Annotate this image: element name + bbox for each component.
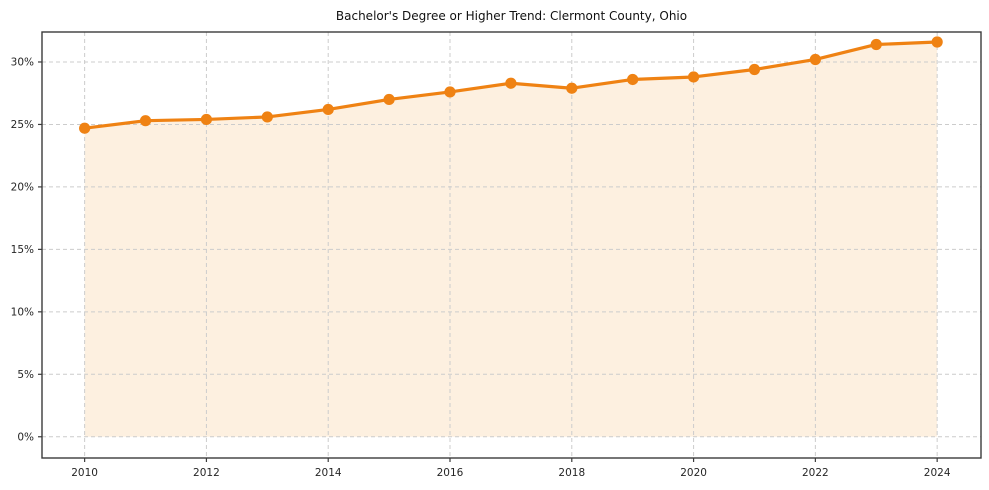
x-tick-label: 2012 <box>193 467 220 479</box>
data-point-marker <box>627 73 639 86</box>
x-tick-label: 2020 <box>680 467 707 479</box>
data-point-marker <box>931 36 943 48</box>
data-point-marker <box>566 82 578 94</box>
data-point-marker <box>200 113 213 126</box>
data-point-marker <box>687 71 700 83</box>
y-tick-label: 20% <box>11 181 34 193</box>
x-tick-label: 2018 <box>558 467 585 479</box>
data-point-marker <box>322 103 334 116</box>
data-point-marker <box>870 38 882 51</box>
chart-title: Bachelor's Degree or Higher Trend: Clerm… <box>335 9 688 23</box>
y-tick-label: 0% <box>17 431 34 443</box>
x-tick-label: 2010 <box>71 467 98 479</box>
y-tick-label: 10% <box>11 306 34 318</box>
x-tick-label: 2024 <box>924 467 951 479</box>
data-point-marker <box>444 86 456 98</box>
plot-border <box>41 31 982 459</box>
y-tick-label: 5% <box>17 369 34 381</box>
x-tick-label: 2014 <box>315 467 342 479</box>
data-point-marker <box>383 93 395 106</box>
y-tick-label: 15% <box>11 244 34 256</box>
data-point-marker <box>505 77 517 89</box>
area-fill <box>84 41 938 437</box>
data-point-marker <box>809 53 821 66</box>
y-tick-label: 30% <box>11 56 34 68</box>
data-point-marker <box>139 115 152 127</box>
y-tick-label: 25% <box>11 119 34 131</box>
data-point-marker <box>261 111 273 123</box>
x-tick-label: 2016 <box>437 467 464 479</box>
data-point-marker <box>748 63 761 76</box>
x-tick-label: 2022 <box>802 467 829 479</box>
data-point-marker <box>79 122 91 134</box>
